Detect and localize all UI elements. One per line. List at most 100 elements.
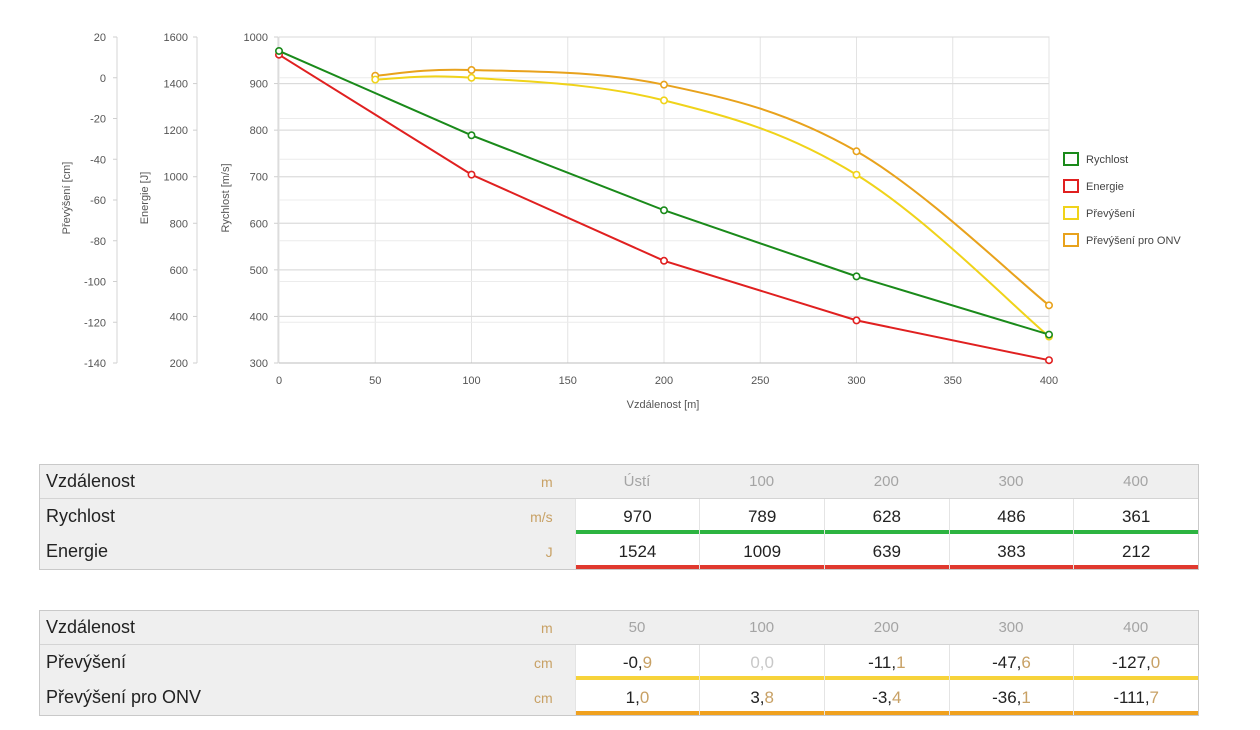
elev-tick-label: -80 <box>90 236 106 248</box>
legend-swatch-p-ev-en- <box>1063 206 1079 220</box>
elev-tick-label: -60 <box>90 195 106 207</box>
value-integer: 628 <box>872 506 901 526</box>
value-cell: 3, 8 <box>699 680 824 715</box>
value-cell: 628 <box>823 499 949 534</box>
table1-header-row: Vzdálenost m Ústí 100 200 300 400 <box>40 465 1198 499</box>
data-point-rychlost <box>467 131 476 140</box>
row-unit: cm <box>533 689 553 706</box>
data-point-energie <box>659 256 668 265</box>
value-cell: -111, 7 <box>1073 680 1198 715</box>
value-integer: 383 <box>997 541 1026 561</box>
x-tick-label: 50 <box>369 375 381 387</box>
data-point-energie <box>467 170 476 179</box>
x-axis-label: Vzdálenost [m] <box>627 399 700 411</box>
legend-swatch-energie <box>1063 179 1079 193</box>
speed-tick-label: 400 <box>250 311 268 323</box>
chart-plot-area <box>274 46 1054 365</box>
value-fraction: 1 <box>1021 687 1031 707</box>
value-cell: -3, 4 <box>823 680 949 715</box>
value-cell: 1524 <box>574 534 700 569</box>
value-integer: -111, <box>1113 687 1150 707</box>
data-point-rychlost <box>274 46 283 55</box>
x-tick-label: 0 <box>276 375 282 387</box>
value-fraction: 9 <box>642 652 653 672</box>
series-line-p-ev-en-pro-onv <box>375 68 1050 307</box>
elev-tick-label: -100 <box>84 277 106 289</box>
value-fraction: 8 <box>764 687 774 707</box>
header-cell: 100 <box>749 473 775 490</box>
data-point-p-ev-en- <box>852 170 861 179</box>
legend-label-rychlost: Rychlost <box>1086 154 1128 166</box>
value-cell: -47, 6 <box>948 645 1074 680</box>
header-cell: 300 <box>998 619 1024 636</box>
elevation-table: Vzdálenost m 50 100 200 300 400 Převýšení cm -0, 9… <box>39 610 1199 716</box>
energy-tick-label: 200 <box>170 358 188 370</box>
data-point-rychlost <box>1045 330 1054 339</box>
value-integer: 970 <box>623 506 652 526</box>
header-cell: 50 <box>628 619 646 636</box>
speed-axis-title: Rychlost [m/s] <box>220 163 232 232</box>
x-tick-label: 350 <box>944 375 962 387</box>
value-fraction: 0 <box>1150 652 1161 672</box>
energy-tick-label: 600 <box>170 265 188 277</box>
elev-tick-label: -120 <box>84 317 106 329</box>
row-unit: cm <box>533 654 553 671</box>
speed-tick-label: 500 <box>250 265 268 277</box>
legend-swatch-rychlost <box>1063 152 1079 166</box>
chart-grid <box>278 36 1050 364</box>
energy-tick-label: 800 <box>170 218 188 230</box>
value-integer: -36, <box>992 687 1022 707</box>
value-integer: 789 <box>747 506 777 526</box>
energy-tick-label: 1200 <box>164 125 188 137</box>
value-fraction: 6 <box>1021 652 1031 672</box>
value-integer: 212 <box>1121 541 1151 561</box>
data-point-rychlost <box>659 206 668 215</box>
value-integer: 1009 <box>743 541 782 561</box>
elev-tick-label: 20 <box>94 32 106 44</box>
value-integer: 361 <box>1121 506 1151 526</box>
legend-label-energie: Energie <box>1086 181 1124 193</box>
table1-data-row: Energie J 1524 1009 639 383 212 <box>40 534 1198 569</box>
header-cell: 400 <box>1123 619 1149 636</box>
value-integer: -127, <box>1112 652 1151 672</box>
elev-tick-label: -20 <box>90 114 106 126</box>
value-fraction: 0 <box>639 687 650 707</box>
value-cell: 383 <box>948 534 1074 569</box>
legend-label-p-ev-en-pro-onv: Převýšení pro ONV <box>1086 235 1181 247</box>
value-cell: 1009 <box>699 534 824 569</box>
series-line-p-ev-en- <box>375 75 1050 338</box>
table2-header-row: Vzdálenost m 50 100 200 300 400 <box>40 611 1198 645</box>
value-fraction: 7 <box>1149 687 1160 707</box>
value-integer: 1, <box>625 687 640 707</box>
data-point-p-ev-en- <box>659 96 668 105</box>
table2-data-row: Převýšení pro ONV cm 1, 0 3, 8 -3, 4 -36, 1 -111, 7 <box>40 680 1198 715</box>
elev-tick-label: 0 <box>100 73 106 85</box>
speed-tick-label: 900 <box>250 79 268 91</box>
elev-axis-title: Převýšení [cm] <box>61 162 73 235</box>
speed-tick-label: 300 <box>250 358 268 370</box>
value-integer: 1524 <box>618 541 657 561</box>
value-fraction: 1 <box>896 652 906 672</box>
x-tick-label: 400 <box>1040 375 1058 387</box>
header-cell: 300 <box>998 473 1024 490</box>
row-unit: J <box>545 543 553 560</box>
row-unit: m <box>540 473 553 490</box>
energy-tick-label: 1400 <box>164 79 188 91</box>
value-cell: 212 <box>1073 534 1198 569</box>
x-tick-label: 200 <box>655 375 673 387</box>
row-label: Převýšení pro ONV <box>46 687 202 707</box>
value-cell: 486 <box>948 499 1074 534</box>
row-label: Rychlost <box>46 506 116 526</box>
table2-data-row: Převýšení cm -0, 9 0, 0 -11, 1 -47, 6 -127, 0 <box>40 645 1198 680</box>
elev-tick-label: -40 <box>90 154 106 166</box>
header-cell: 400 <box>1123 473 1149 490</box>
value-cell: -127, 0 <box>1073 645 1198 680</box>
data-point-p-ev-en-pro-onv <box>852 147 861 156</box>
legend-swatch-p-ev-en-pro-onv <box>1063 233 1079 247</box>
energy-tick-label: 400 <box>170 311 188 323</box>
header-cell: 200 <box>873 619 899 636</box>
value-fraction: 0 <box>764 652 774 672</box>
x-tick-label: 250 <box>751 375 769 387</box>
value-cell: -0, 9 <box>574 645 700 680</box>
row-label: Vzdálenost <box>46 471 136 491</box>
